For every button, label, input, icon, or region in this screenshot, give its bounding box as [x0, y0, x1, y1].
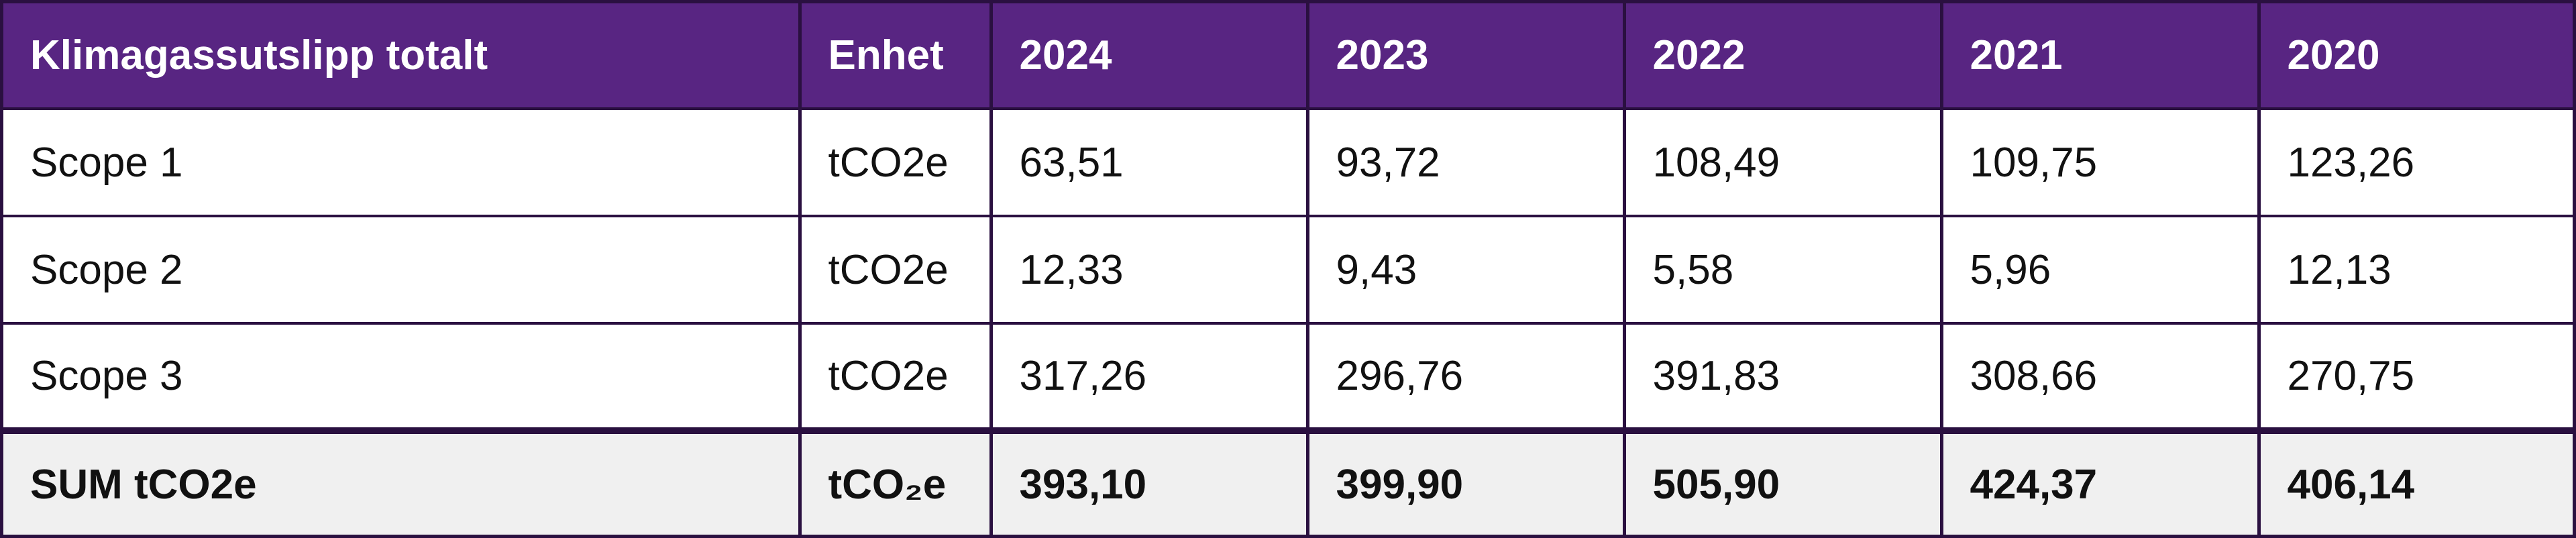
- row-label: Scope 1: [3, 107, 800, 216]
- table-row-scope-1: Scope 1 tCO2e 63,51 93,72 108,49 109,75 …: [3, 107, 2573, 216]
- total-label: SUM tCO2e: [3, 427, 800, 535]
- header-unit: Enhet: [798, 3, 991, 109]
- row-unit: tCO2e: [798, 322, 991, 431]
- cell-2024: 317,26: [989, 322, 1307, 431]
- cell-2021: 109,75: [1939, 107, 2259, 216]
- cell-2024: 63,51: [989, 107, 1307, 216]
- header-row: Klimagassutslipp totalt Enhet 2024 2023 …: [3, 3, 2573, 109]
- emissions-table: Klimagassutslipp totalt Enhet 2024 2023 …: [3, 3, 2573, 535]
- row-unit: tCO2e: [798, 107, 991, 216]
- header-category: Klimagassutslipp totalt: [3, 3, 800, 109]
- cell-2021: 5,96: [1939, 215, 2259, 323]
- total-2022: 505,90: [1622, 427, 1941, 535]
- cell-2020: 12,13: [2257, 215, 2573, 323]
- row-label: Scope 2: [3, 215, 800, 323]
- row-label: Scope 3: [3, 322, 800, 431]
- header-year-2021: 2021: [1939, 3, 2259, 109]
- cell-2023: 9,43: [1305, 215, 1624, 323]
- total-2020: 406,14: [2257, 427, 2573, 535]
- cell-2020: 123,26: [2257, 107, 2573, 216]
- cell-2024: 12,33: [989, 215, 1307, 323]
- total-unit: tCO₂e: [798, 427, 991, 535]
- table-row-scope-2: Scope 2 tCO2e 12,33 9,43 5,58 5,96 12,13: [3, 215, 2573, 323]
- cell-2022: 108,49: [1622, 107, 1941, 216]
- cell-2023: 296,76: [1305, 322, 1624, 431]
- header-year-2020: 2020: [2257, 3, 2573, 109]
- header-year-2022: 2022: [1622, 3, 1941, 109]
- row-unit: tCO2e: [798, 215, 991, 323]
- cell-2020: 270,75: [2257, 322, 2573, 431]
- table-row-scope-3: Scope 3 tCO2e 317,26 296,76 391,83 308,6…: [3, 322, 2573, 431]
- cell-2021: 308,66: [1939, 322, 2259, 431]
- header-year-2024: 2024: [989, 3, 1307, 109]
- table-row-total: SUM tCO2e tCO₂e 393,10 399,90 505,90 424…: [3, 427, 2573, 535]
- total-2021: 424,37: [1939, 427, 2259, 535]
- cell-2022: 391,83: [1622, 322, 1941, 431]
- cell-2023: 93,72: [1305, 107, 1624, 216]
- total-2023: 399,90: [1305, 427, 1624, 535]
- cell-2022: 5,58: [1622, 215, 1941, 323]
- header-year-2023: 2023: [1305, 3, 1624, 109]
- total-2024: 393,10: [989, 427, 1307, 535]
